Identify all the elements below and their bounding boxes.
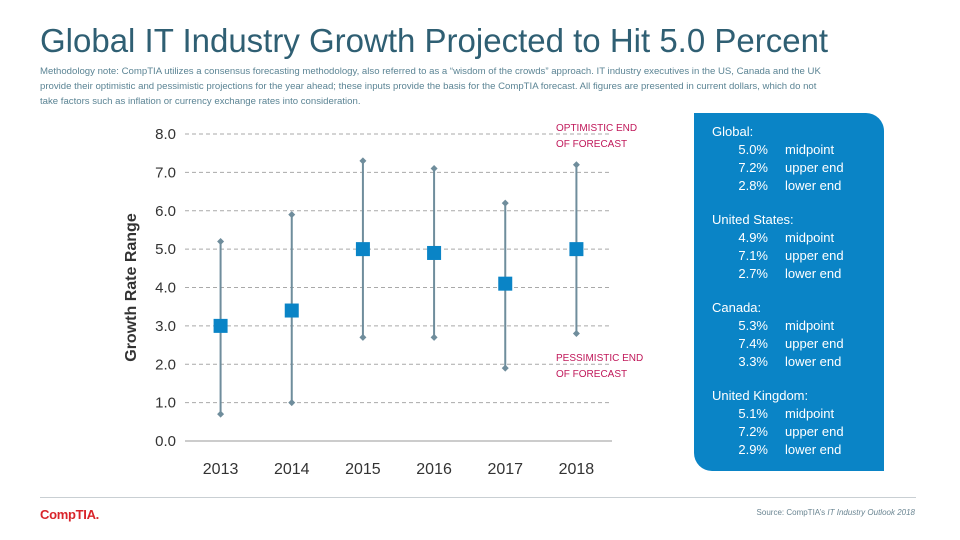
stat-value: 2.7%	[738, 266, 768, 281]
x-tick-label: 2016	[416, 461, 452, 478]
y-tick-label: 7.0	[155, 164, 176, 181]
region-block: Canada: 5.3% midpoint 7.4% upper end 3.3% lowe…	[712, 299, 844, 371]
stat-label: midpoint	[785, 142, 835, 157]
comptia-logo: CompTIA.	[40, 507, 99, 522]
region-stat-row: 7.2% upper end	[712, 159, 844, 177]
lower-end-marker	[572, 330, 580, 338]
region-stat-row: 7.2% upper end	[712, 423, 844, 441]
region-stat-row: 4.9% midpoint	[712, 229, 844, 247]
x-tick-label: 2014	[274, 461, 310, 478]
midpoint-marker	[213, 318, 228, 333]
stat-value: 2.8%	[738, 178, 768, 193]
midpoint-marker	[355, 242, 370, 257]
upper-end-marker	[217, 237, 225, 245]
y-tick-label: 0.0	[155, 433, 176, 450]
stat-value: 5.3%	[738, 318, 768, 333]
source-note: Source: CompTIA’s IT Industry Outlook 20…	[757, 508, 915, 517]
page-title: Global IT Industry Growth Projected to H…	[40, 22, 829, 59]
y-tick-label: 3.0	[155, 318, 176, 335]
stat-label: upper end	[785, 336, 844, 351]
optimistic-annotation-line2: OF FORECAST	[556, 139, 627, 150]
region-name: Global:	[712, 124, 754, 139]
stat-label: midpoint	[785, 406, 835, 421]
methodology-note: Methodology note: CompTIA utilizes a con…	[40, 66, 821, 107]
region-name: Canada:	[712, 300, 762, 315]
upper-end-marker	[359, 157, 367, 165]
region-name: United Kingdom:	[712, 388, 809, 403]
upper-end-marker	[501, 199, 509, 207]
midpoint-marker	[498, 276, 513, 291]
y-axis-title: Growth Rate Range	[123, 213, 140, 362]
footer-divider	[40, 497, 916, 498]
y-tick-label: 5.0	[155, 241, 176, 258]
lower-end-marker	[359, 333, 367, 341]
region-stat-row: 5.3% midpoint	[712, 317, 844, 335]
y-tick-label: 6.0	[155, 203, 176, 220]
source-prefix: Source: CompTIA’s	[756, 508, 828, 517]
stat-value: 5.1%	[738, 406, 768, 421]
stat-value: 3.3%	[738, 354, 768, 369]
x-tick-label: 2013	[203, 461, 239, 478]
midpoint-marker	[569, 242, 584, 257]
stat-value: 7.4%	[738, 336, 768, 351]
lower-end-marker	[217, 410, 225, 418]
stat-value: 4.9%	[738, 230, 768, 245]
upper-end-marker	[430, 165, 438, 173]
region-name: United States:	[712, 212, 794, 227]
region-stat-row: 7.4% upper end	[712, 335, 844, 353]
stat-label: lower end	[785, 442, 842, 457]
region-stat-row: 5.1% midpoint	[712, 405, 844, 423]
lower-end-marker	[288, 399, 296, 407]
source-title: IT Industry Outlook 2018	[827, 508, 915, 517]
pessimistic-annotation-line2: OF FORECAST	[556, 369, 627, 380]
optimistic-annotation-line1: OPTIMISTIC END	[556, 123, 637, 134]
stat-label: lower end	[785, 178, 842, 193]
stat-label: midpoint	[785, 318, 835, 333]
stat-label: lower end	[785, 266, 842, 281]
stat-label: lower end	[785, 354, 842, 369]
stat-value: 2.9%	[738, 442, 768, 457]
pessimistic-annotation-line1: PESSIMISTIC END	[556, 353, 643, 364]
lower-end-marker	[501, 364, 509, 372]
region-summary-panel: Global: 5.0% midpoint 7.2% upper end 2.8% lowe…	[694, 113, 884, 471]
upper-end-marker	[288, 211, 296, 219]
x-tick-label: 2017	[487, 461, 523, 478]
y-tick-label: 1.0	[155, 395, 176, 412]
stat-label: upper end	[785, 160, 844, 175]
y-tick-label: 8.0	[155, 126, 176, 143]
region-stat-row: 5.0% midpoint	[712, 141, 844, 159]
midpoint-marker	[284, 303, 299, 318]
y-tick-label: 4.0	[155, 280, 176, 297]
stat-value: 7.1%	[738, 248, 768, 263]
x-tick-label: 2015	[345, 461, 381, 478]
stat-label: upper end	[785, 248, 844, 263]
upper-end-marker	[572, 161, 580, 169]
region-stat-row: 7.1% upper end	[712, 247, 844, 265]
growth-range-chart: 0.0 1.0 2.0 3.0 4.0 5.0 6.0 7.0 8.0 Growth Rate R…	[123, 123, 643, 478]
region-stat-row: 2.8% lower end	[712, 177, 844, 195]
midpoint-marker	[427, 245, 442, 260]
stat-value: 5.0%	[738, 142, 768, 157]
region-block: United Kingdom: 5.1% midpoint 7.2% upper end…	[712, 387, 844, 459]
x-tick-label: 2018	[559, 461, 595, 478]
region-stat-row: 3.3% lower end	[712, 353, 844, 371]
stat-label: midpoint	[785, 230, 835, 245]
stat-value: 7.2%	[738, 160, 768, 175]
region-block: United States: 4.9% midpoint 7.1% upper end 2…	[712, 211, 844, 283]
region-stat-row: 2.9% lower end	[712, 441, 844, 459]
y-tick-label: 2.0	[155, 356, 176, 373]
region-stat-row: 2.7% lower end	[712, 265, 844, 283]
region-block: Global: 5.0% midpoint 7.2% upper end 2.8% lowe…	[712, 123, 844, 195]
stat-label: upper end	[785, 424, 844, 439]
lower-end-marker	[430, 333, 438, 341]
stat-value: 7.2%	[738, 424, 768, 439]
